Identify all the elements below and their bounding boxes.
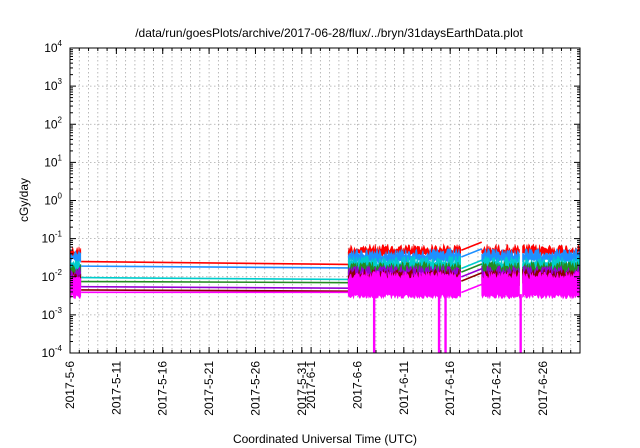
series-band <box>347 270 461 300</box>
y-tick-label: 10-3 <box>42 306 63 322</box>
y-tick-labels: 10-4 10-3 10-2 10-1 100 101 102 103 104 <box>42 39 63 360</box>
x-tick-label: 2017-6-1 <box>304 361 318 409</box>
x-tick-label: 2017-5-31 <box>295 361 309 416</box>
x-tick-label: 2017-6-11 <box>397 361 411 415</box>
x-tick-label: 2017-6-21 <box>490 361 504 416</box>
x-tick-label: 2017-6-16 <box>443 361 457 416</box>
series-gap-line <box>461 263 483 273</box>
x-tick-label: 2017-6-6 <box>350 361 364 409</box>
series-6 <box>69 270 580 353</box>
ticks <box>69 47 580 354</box>
series-gap-line <box>81 260 349 266</box>
x-axis-label: Coordinated Universal Time (UTC) <box>233 432 417 446</box>
x-tick-label: 2017-5-16 <box>156 361 170 416</box>
y-tick-label: 102 <box>44 115 62 131</box>
series-gap-line <box>81 265 349 269</box>
series-gap-line <box>81 285 349 290</box>
series-band <box>69 274 82 300</box>
series-layer <box>69 241 580 353</box>
series-gap-line <box>461 268 483 278</box>
x-tick-label: 2017-5-26 <box>248 361 262 416</box>
y-tick-label: 104 <box>44 39 62 55</box>
series-gap-line <box>81 289 349 292</box>
y-tick-label: 10-2 <box>42 268 63 284</box>
y-tick-label: 10-4 <box>42 344 63 360</box>
x-tick-label: 2017-5-11 <box>109 361 123 415</box>
series-gap-line <box>461 272 483 282</box>
x-tick-label: 2017-5-21 <box>202 361 216 416</box>
y-tick-label: 100 <box>44 192 62 208</box>
series-gap-line <box>81 280 349 284</box>
series-gap-line <box>461 259 483 270</box>
x-tick-label: 2017-5-6 <box>63 361 77 409</box>
y-tick-label: 103 <box>44 77 62 93</box>
series-gap-line <box>81 276 349 281</box>
series-band <box>522 270 580 300</box>
x-tick-labels: 2017-5-6 2017-5-11 2017-5-16 2017-5-21 2017-… <box>63 361 550 416</box>
y-axis-label: cGy/day <box>17 178 31 222</box>
chart-title: /data/run/goesPlots/archive/2017-06-28/f… <box>135 26 523 40</box>
y-tick-label: 101 <box>44 153 62 169</box>
series-gap-line <box>461 283 483 294</box>
y-tick-label: 10-1 <box>42 230 63 246</box>
series-gap-line <box>461 241 483 252</box>
series-gap-line <box>461 248 483 258</box>
x-tick-label: 2017-6-26 <box>536 361 550 416</box>
grid <box>70 48 580 353</box>
